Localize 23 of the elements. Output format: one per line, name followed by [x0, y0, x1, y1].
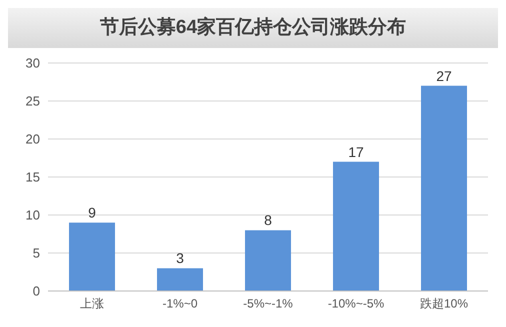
x-tick-label: -10%~-5%	[328, 296, 385, 311]
y-tick-label: 0	[32, 284, 40, 299]
data-label: 8	[264, 212, 272, 228]
x-tick-label: -1%~0	[162, 296, 198, 311]
data-label: 3	[176, 250, 184, 266]
x-tick-label: 上涨	[80, 296, 104, 311]
bar	[421, 86, 467, 291]
y-tick-label: 5	[32, 246, 40, 261]
x-tick-label: 跌超10%	[420, 296, 468, 311]
data-label: 9	[88, 204, 96, 221]
y-tick-label: 15	[26, 170, 40, 185]
chart-title: 节后公募64家百亿持仓公司涨跌分布	[8, 8, 498, 48]
bar	[245, 230, 291, 291]
y-tick-label: 10	[26, 208, 40, 223]
x-tick-label: -5%~-1%	[243, 296, 294, 311]
y-tick-label: 20	[26, 132, 40, 147]
y-tick-label: 30	[26, 56, 40, 71]
data-label: 27	[436, 68, 452, 84]
bar	[157, 268, 203, 291]
bar	[333, 162, 379, 291]
data-label: 17	[348, 144, 364, 160]
bar	[69, 222, 115, 291]
y-tick-label: 25	[26, 94, 40, 109]
